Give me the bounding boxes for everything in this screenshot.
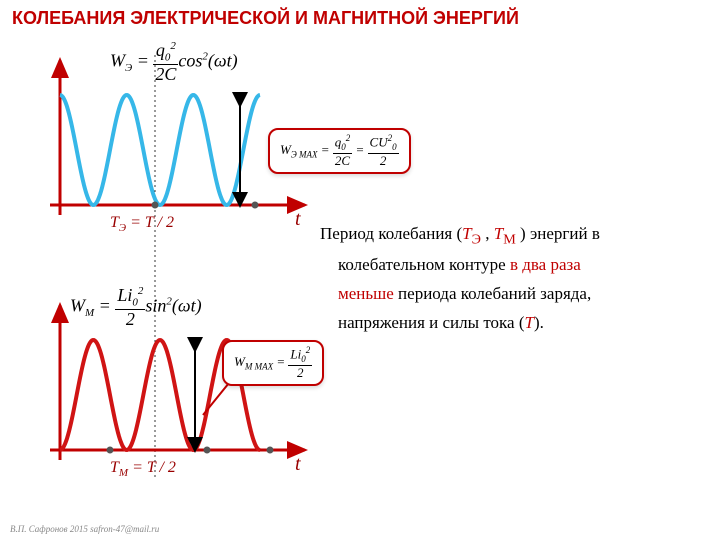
- footer-credit: В.П. Сафронов 2015 safron-47@mail.ru: [10, 524, 159, 534]
- formula-electric: WЭ = q022Ccos2(ωt): [110, 40, 238, 84]
- axis-t-label-2: t: [295, 453, 301, 475]
- formula-magnetic: WM = Li022sin2(ωt): [70, 285, 202, 329]
- explanation-text: Период колебания (TЭ , TM ) энергий в ко…: [320, 220, 700, 338]
- axis-t-label-1: t: [295, 208, 301, 230]
- callout-electric-max: WЭ MAX = q022C = CU202: [268, 128, 411, 174]
- callout-magnetic-max: WM MAX = Li022: [222, 340, 324, 386]
- period-label-2: TM = T / 2: [110, 459, 176, 479]
- period-label-1: TЭ = T / 2: [110, 214, 174, 234]
